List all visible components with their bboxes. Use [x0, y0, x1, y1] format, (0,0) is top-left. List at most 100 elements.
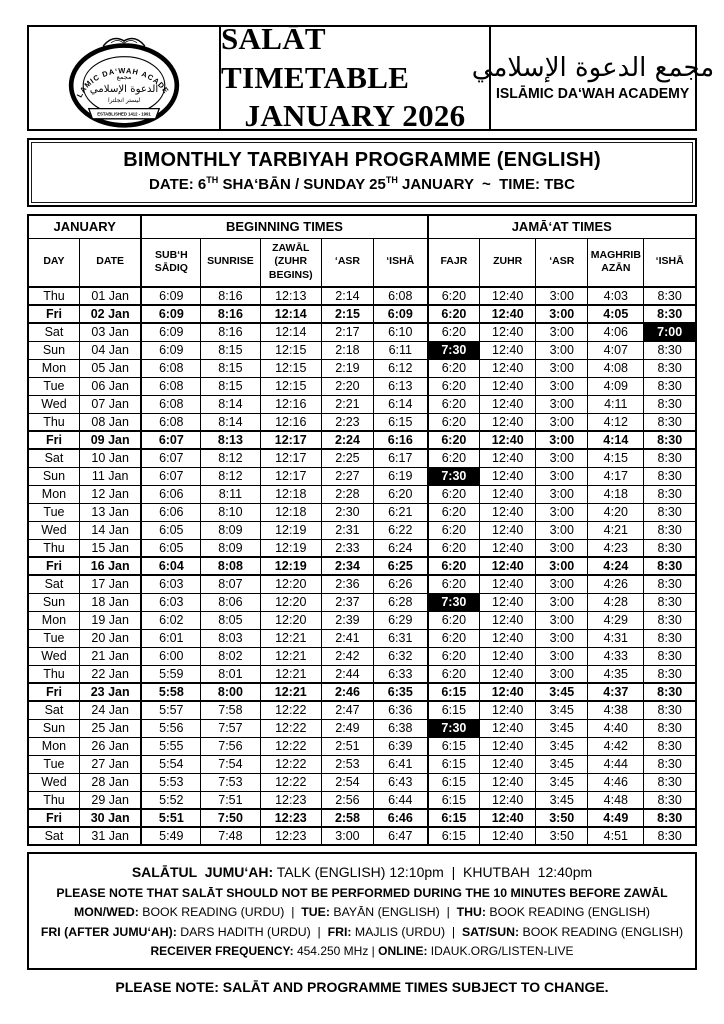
time-cell: 12:40: [479, 610, 537, 630]
time-cell: 3:00: [535, 394, 589, 414]
time-cell: 2:39: [320, 610, 375, 630]
time-cell: 8:30: [643, 412, 697, 432]
time-cell: 3:00: [535, 646, 589, 666]
table-row: Thu 22 Jan 5:59 8:01 12:21 2:44 6:33 6:20 12:40 3…: [27, 664, 697, 684]
note-segment: IDAUK.ORG/LISTEN-LIVE: [427, 943, 574, 958]
time-cell: 2:58: [320, 808, 375, 828]
time-cell: 12:21: [259, 646, 322, 666]
time-cell: 4:06: [587, 322, 645, 342]
time-cell: 6:16: [372, 430, 429, 450]
day-cell: Thu: [27, 664, 80, 684]
time-cell: 6:08: [140, 394, 202, 414]
table-row: Tue 27 Jan 5:54 7:54 12:22 2:53 6:41 6:15 12:40 3…: [27, 754, 697, 774]
time-cell: 7:51: [200, 790, 261, 810]
time-cell: 12:22: [259, 754, 322, 774]
time-cell: 3:00: [535, 538, 589, 558]
time-cell: 4:15: [587, 448, 645, 468]
time-cell: 4:40: [587, 718, 645, 738]
time-cell: 4:28: [587, 592, 645, 612]
date-cell: 03 Jan: [78, 322, 142, 342]
time-cell: 4:17: [587, 466, 645, 486]
table-row: Thu 01 Jan 6:09 8:16 12:13 2:14 6:08 6:20 12:40 3…: [27, 286, 697, 306]
time-cell: 7:50: [200, 808, 261, 828]
time-cell: 4:26: [587, 574, 645, 594]
time-cell: 8:30: [643, 700, 697, 720]
time-cell: 6:20: [426, 610, 481, 630]
time-cell: 6:15: [426, 790, 481, 810]
table-row: Thu 08 Jan 6:08 8:14 12:16 2:23 6:15 6:20 12:40 3…: [27, 412, 697, 432]
time-cell: 3:50: [535, 808, 589, 828]
time-cell: 3:45: [535, 682, 589, 702]
notes-box: SALĀTUL JUMU‘AH: TALK (ENGLISH) 12:10pm …: [27, 852, 697, 970]
note-segment: THU:: [456, 905, 486, 920]
day-cell: Tue: [27, 754, 80, 774]
time-cell: 12:14: [259, 304, 322, 324]
time-cell: 8:12: [200, 466, 261, 486]
time-cell: 12:40: [479, 394, 537, 414]
time-cell: 4:33: [587, 646, 645, 666]
time-cell: 8:30: [643, 448, 697, 468]
day-cell: Tue: [27, 628, 80, 648]
time-cell: 2:15: [320, 304, 375, 324]
time-cell: 12:21: [259, 682, 322, 702]
time-cell: 8:09: [200, 538, 261, 558]
time-cell: 12:23: [259, 826, 322, 846]
time-cell: 4:37: [587, 682, 645, 702]
note-segment: BAYĀN (ENGLISH) |: [329, 905, 457, 920]
time-cell: 3:00: [535, 322, 589, 342]
title-line-2: JANUARY 2026: [244, 98, 466, 134]
time-cell: 6:03: [140, 592, 202, 612]
time-cell: 6:20: [426, 484, 481, 504]
ordinal-suffix: TH: [385, 175, 398, 185]
time-cell: 8:12: [200, 448, 261, 468]
time-cell: 12:22: [259, 700, 322, 720]
time-cell: 6:05: [140, 520, 202, 540]
time-cell: 6:09: [140, 304, 202, 324]
time-cell: 6:14: [372, 394, 429, 414]
time-cell: 7:30: [426, 340, 481, 360]
table-row: Sun 04 Jan 6:09 8:15 12:15 2:18 6:11 7:30 12:40 3…: [27, 340, 697, 360]
time-cell: 8:11: [200, 484, 261, 504]
time-cell: 3:00: [535, 412, 589, 432]
day-cell: Fri: [27, 556, 80, 576]
time-cell: 8:30: [643, 574, 697, 594]
time-cell: 4:03: [587, 286, 645, 306]
time-cell: 8:16: [200, 304, 261, 324]
time-cell: 3:00: [535, 592, 589, 612]
time-cell: 8:30: [643, 466, 697, 486]
programme-date: DATE: 6TH SHA‘BĀN / SUNDAY 25TH JANUARY …: [36, 175, 688, 193]
time-cell: 12:40: [479, 358, 537, 378]
time-cell: 5:52: [140, 790, 202, 810]
time-cell: 8:30: [643, 376, 697, 396]
note-segment: BOOK READING (URDU) |: [138, 905, 302, 920]
time-cell: 6:20: [426, 304, 481, 324]
time-cell: 12:23: [259, 790, 322, 810]
time-cell: 6:15: [426, 826, 481, 846]
time-cell: 8:30: [643, 556, 697, 576]
page-title: SALĀT TIMETABLE JANUARY 2026: [221, 21, 489, 134]
time-cell: 4:35: [587, 664, 645, 684]
time-cell: 12:40: [479, 556, 537, 576]
time-cell: 12:40: [479, 376, 537, 396]
date-cell: 17 Jan: [78, 574, 142, 594]
time-cell: 2:56: [320, 790, 375, 810]
time-cell: 8:30: [643, 304, 697, 324]
time-cell: 5:59: [140, 664, 202, 684]
time-cell: 6:01: [140, 628, 202, 648]
time-cell: 2:47: [320, 700, 375, 720]
table-row: Sat 03 Jan 6:09 8:16 12:14 2:17 6:10 6:20 12:40 3…: [27, 322, 697, 342]
time-cell: 12:40: [479, 682, 537, 702]
time-cell: 8:30: [643, 538, 697, 558]
note-line: SALĀTUL JUMU‘AH: TALK (ENGLISH) 12:10pm …: [33, 862, 691, 884]
day-cell: Thu: [27, 412, 80, 432]
day-cell: Fri: [27, 808, 80, 828]
time-cell: 4:14: [587, 430, 645, 450]
time-cell: 4:46: [587, 772, 645, 792]
time-cell: 6:31: [372, 628, 429, 648]
date-cell: 20 Jan: [78, 628, 142, 648]
organisation-panel: مجمع الدعوة الإسلامي ISLĀMIC DA‘WAH ACAD…: [472, 27, 714, 129]
time-cell: 12:17: [259, 448, 322, 468]
table-row: Fri 16 Jan 6:04 8:08 12:19 2:34 6:25 6:20 12:40 3…: [27, 556, 697, 576]
time-cell: 4:21: [587, 520, 645, 540]
time-cell: 12:40: [479, 466, 537, 486]
